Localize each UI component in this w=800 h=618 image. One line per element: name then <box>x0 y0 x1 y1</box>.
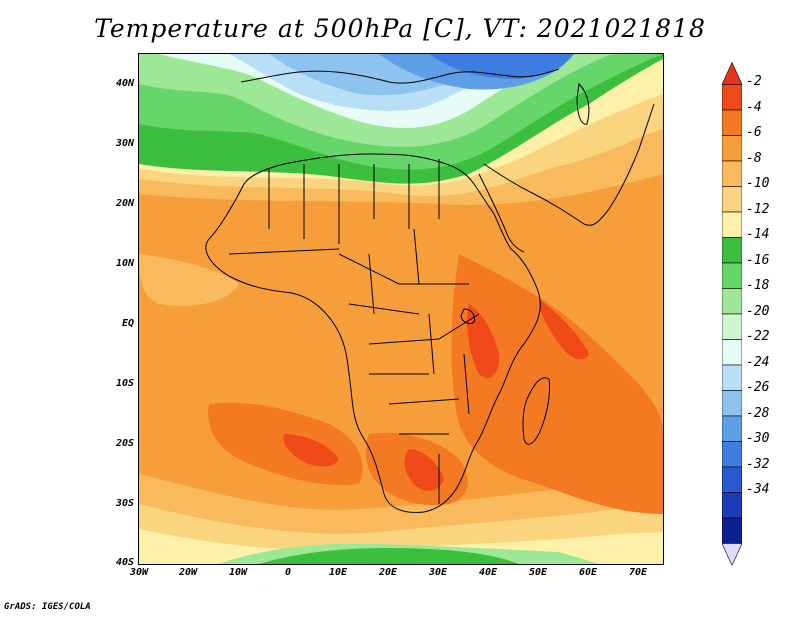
africa-coastline <box>205 153 541 513</box>
colorbar-tick-label: -6 <box>746 125 762 140</box>
colorbar-segment <box>721 517 743 544</box>
colorbar-segment <box>721 237 743 264</box>
colorbar-graphic <box>721 61 743 567</box>
lat-label-40s: 40S <box>115 557 134 568</box>
border-2 <box>228 248 480 435</box>
border-3 <box>368 228 470 504</box>
colorbar-segment <box>721 364 743 391</box>
colorbar-tick-label: -22 <box>746 329 770 344</box>
band-dark-blue <box>429 54 574 79</box>
map-canvas <box>139 54 663 564</box>
colorbar-tick-label: -4 <box>746 99 762 115</box>
colorbar-tick-label: -34 <box>746 482 770 497</box>
lat-label-10n: 10N <box>115 258 134 269</box>
lon-label-30e: 30E <box>428 567 448 578</box>
colorbar-tick-label: -2 <box>746 74 762 89</box>
colorbar-segment <box>721 466 743 493</box>
lat-label-20s: 20S <box>115 438 134 449</box>
patch-red-indian-ocean <box>539 299 589 360</box>
lon-label-60e: 60E <box>578 567 598 578</box>
map-title: Temperature at 500hPa [C], VT: 202102181… <box>94 14 706 43</box>
lon-label-10e: 10E <box>328 567 348 578</box>
lat-label-30n: 30N <box>115 138 134 149</box>
coastlines <box>205 68 655 513</box>
arabia-coast <box>483 103 655 226</box>
colorbar-segment <box>721 390 743 417</box>
patch-red-great-lakes <box>467 304 500 378</box>
colorbar-tick-label: -16 <box>746 252 770 268</box>
colorbar-tick-label: -20 <box>746 303 770 319</box>
colorbar-max-triangle <box>721 61 743 85</box>
colorbar-tick-label: -32 <box>746 456 770 472</box>
colorbar-segment <box>721 109 743 136</box>
colorbar-segment <box>721 84 743 111</box>
colorbar-segment <box>721 415 743 442</box>
colorbar-tick-label: -24 <box>746 354 770 370</box>
red-sea <box>478 173 525 253</box>
lon-label-10w: 10W <box>228 567 248 578</box>
credit-text: GrADS: IGES/COLA <box>4 602 91 612</box>
colorbar-tick-label: -14 <box>746 227 770 242</box>
colorbar-segment <box>721 288 743 315</box>
colorbar-segment <box>721 441 743 468</box>
lon-label-20w: 20W <box>178 567 198 578</box>
patch-red-kalahari <box>404 449 444 491</box>
lon-label-50e: 50E <box>528 567 548 578</box>
lat-label-10s: 10S <box>115 378 134 389</box>
lon-label-70e: 70E <box>628 567 648 578</box>
lon-label-20e: 20E <box>378 567 398 578</box>
colorbar-segment <box>721 339 743 366</box>
colorbar-segment <box>721 160 743 187</box>
colorbar-segment <box>721 313 743 340</box>
colorbar-tick-label: -30 <box>746 431 770 446</box>
colorbar-segment <box>721 135 743 162</box>
colorbar <box>721 60 743 569</box>
madagascar <box>522 377 550 445</box>
colorbar-segment <box>721 262 743 289</box>
band-green-south <box>259 547 519 564</box>
caspian <box>576 82 590 125</box>
colorbar-tick-label: -12 <box>746 201 770 217</box>
colorbar-segment <box>721 492 743 519</box>
lat-label-30s: 30S <box>115 498 134 509</box>
colorbar-tick-label: -18 <box>746 278 770 293</box>
lake-victoria <box>460 308 475 325</box>
border-1 <box>268 159 440 244</box>
temperature-map <box>138 53 664 565</box>
lat-label-40n: 40N <box>115 78 134 89</box>
patch-light-orange-west <box>139 254 239 306</box>
lon-label-40e: 40E <box>478 567 498 578</box>
lon-label-0: 0 <box>284 567 292 578</box>
colorbar-min-triangle <box>721 543 743 567</box>
lat-label-eq: EQ <box>121 318 134 329</box>
colorbar-tick-label: -8 <box>746 150 762 166</box>
colorbar-tick-label: -28 <box>746 405 770 421</box>
colorbar-tick-label: -26 <box>746 380 770 395</box>
patch-red-orange-east-africa <box>451 254 663 514</box>
patch-red-atlantic <box>283 434 339 467</box>
europe-coast <box>240 68 560 84</box>
lat-label-20n: 20N <box>115 198 134 209</box>
lon-label-30w: 30W <box>129 567 149 578</box>
colorbar-segment <box>721 186 743 213</box>
colorbar-segment <box>721 211 743 238</box>
colorbar-tick-label: -10 <box>746 176 770 191</box>
